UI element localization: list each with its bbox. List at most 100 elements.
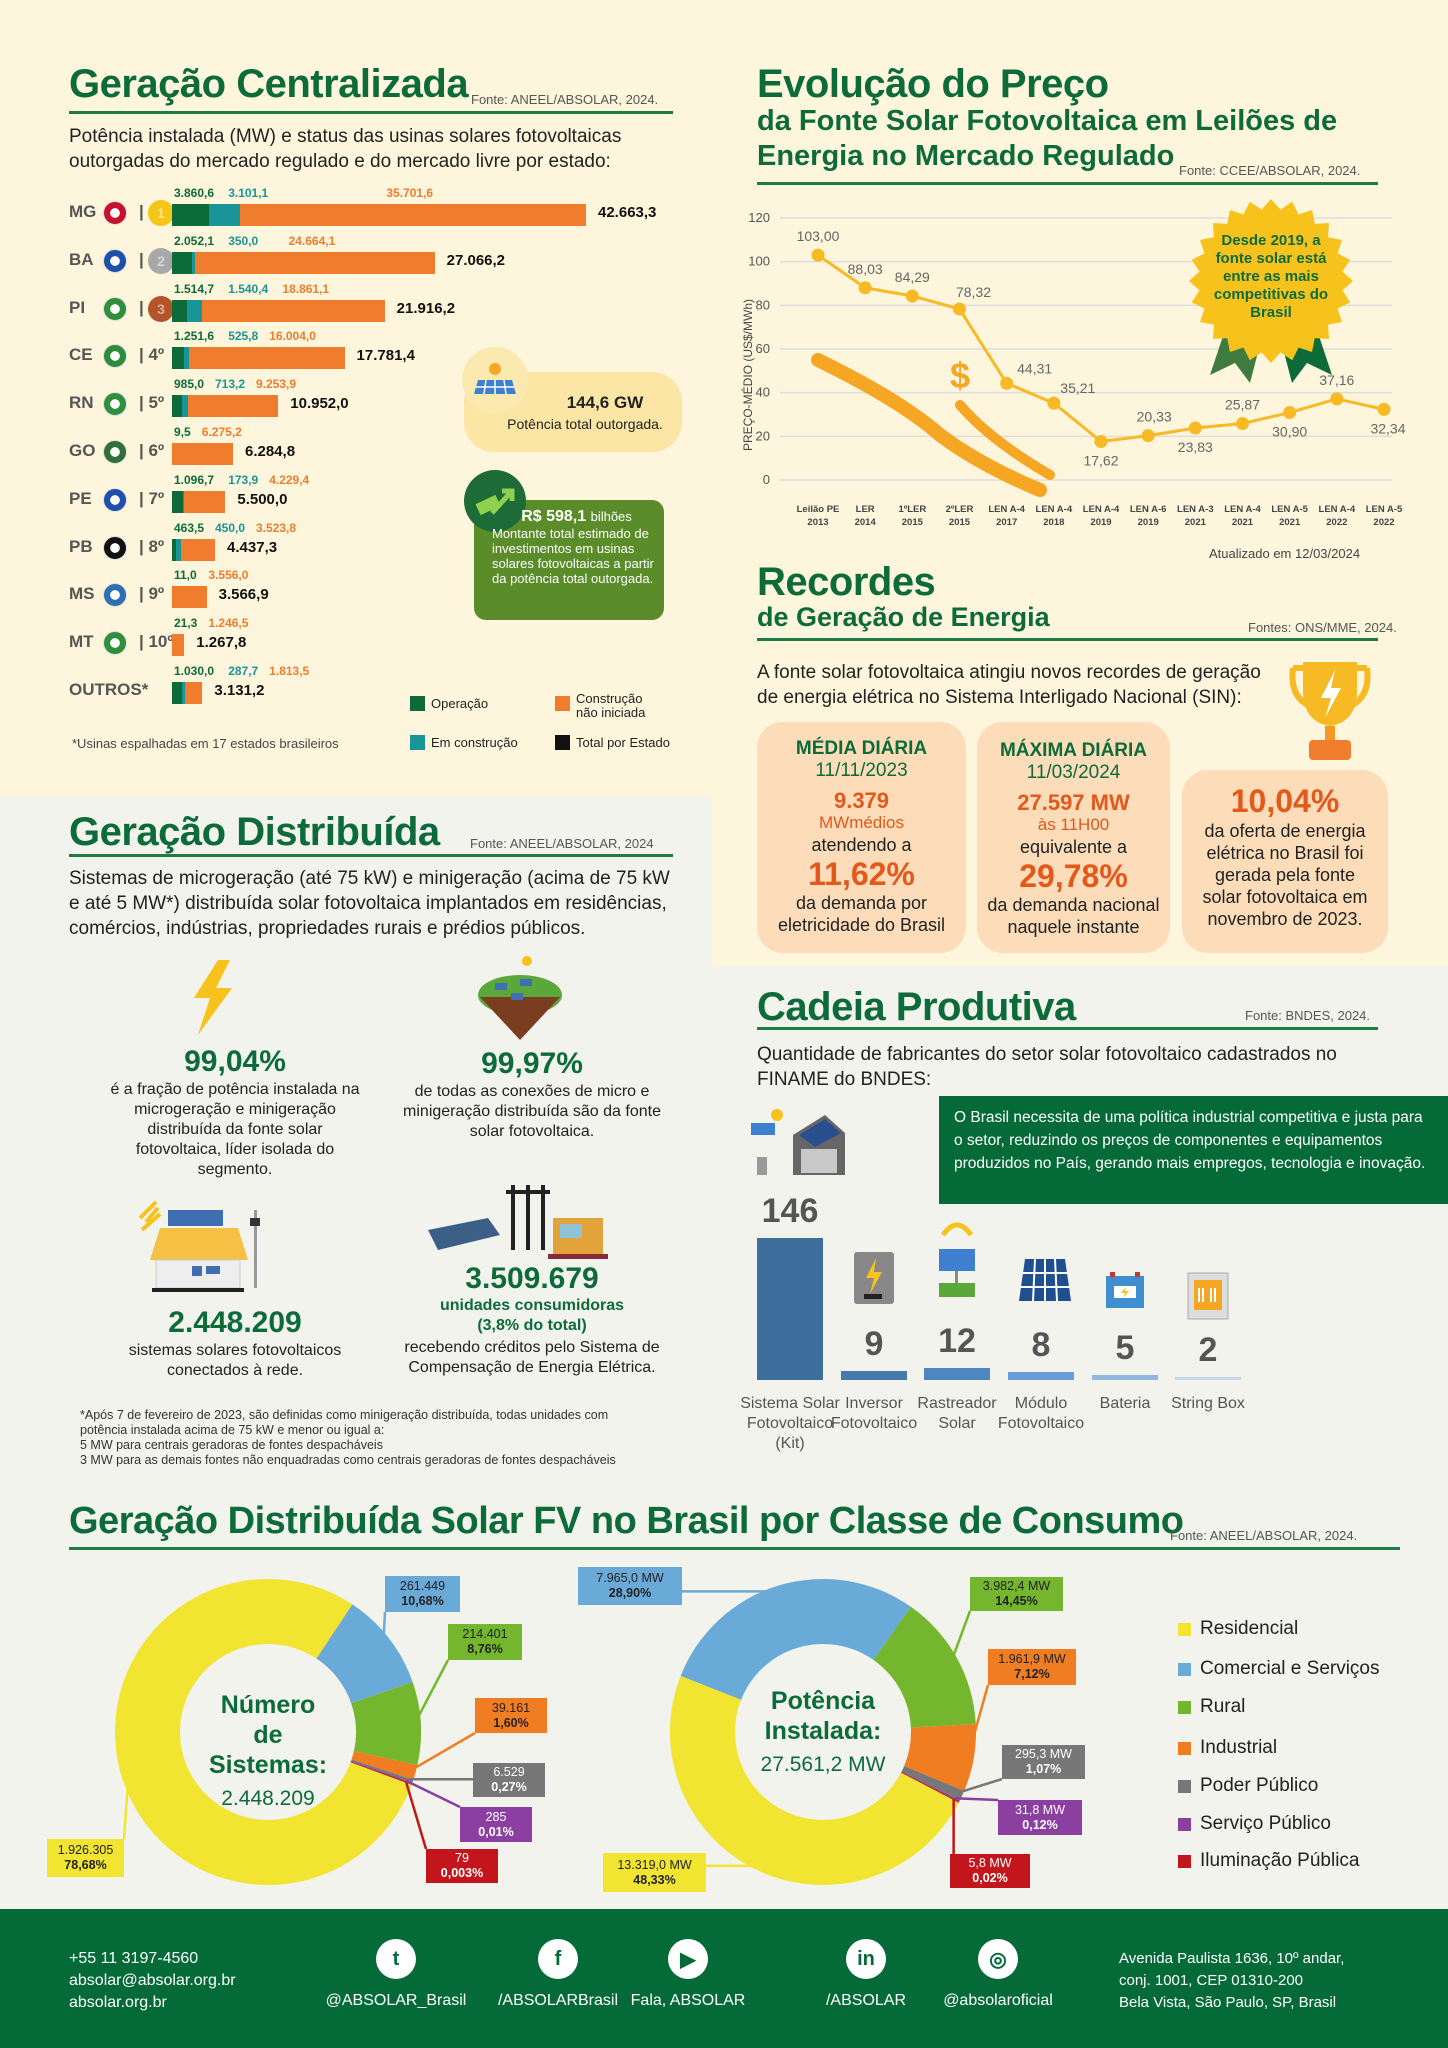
legend-item: Comercial e Serviços [1178,1658,1380,1680]
state-label: MG [69,202,97,221]
manufacturer-count: 8 [1031,1326,1051,1365]
price-value-label: 78,32 [956,284,991,300]
bar-value-label: 287,7 [228,664,259,678]
bar-value-label: 173,9 [228,472,259,487]
legend-item: Rural [1178,1696,1245,1718]
x-tick-label: 2022 [1373,517,1394,528]
x-tick-label: LEN A-4 [1224,504,1261,515]
card-value: 27.597 MW [1017,790,1130,815]
donut-value-label: 13.319,0 MW 48,33% [603,1853,706,1892]
state-rank: | 6º [139,441,165,460]
donut-slice [669,1675,959,1886]
donut-slice [680,1579,911,1701]
bar-value-label: 24.664,1 [288,233,336,248]
social-handle-link[interactable]: /ABSOLARBrasil [497,1992,619,2009]
leader-line [122,1777,130,1840]
price-value-label: 37,16 [1319,372,1354,388]
distribuida-source: Fonte: ANEEL/ABSOLAR, 2024 [470,836,654,851]
slice-percent: 0,12% [1022,1817,1058,1832]
donut-value-label: 285 0,01% [460,1807,532,1842]
donut-slice [351,1682,421,1766]
investment-value: R$ 598,1 bilhões [494,508,659,526]
youtube-icon[interactable]: ▶ [668,1939,708,1979]
twitter-icon[interactable]: t [376,1939,416,1979]
bar-value-label: 3.860,6 [174,186,215,200]
manufacturer-bar [1092,1375,1158,1380]
phone-link[interactable]: +55 11 3197-4560 [69,1950,199,1967]
slice-value: 7.965,0 MW [596,1571,664,1585]
state-label: CE [69,345,93,365]
manufacturer-bar [1008,1372,1074,1380]
preco-title: Evolução do Preço [757,62,1109,106]
bar-segment-nao-iniciada [188,395,279,418]
recordes-source: Fontes: ONS/MME, 2024. [1248,620,1397,635]
slice-percent: 0,003% [440,1866,484,1880]
instagram-icon[interactable]: ◎ [978,1939,1018,1979]
social-handle-link[interactable]: Fala, ABSOLAR [630,1992,746,2009]
price-point [1377,402,1391,416]
legend-swatch [410,696,425,711]
x-tick-label: 2014 [855,517,877,528]
email-link[interactable]: absolar@absolar.org.br [69,1972,236,1989]
card-text: da oferta de energia elétrica no Brasil … [1202,821,1368,929]
price-value-label: 20,33 [1137,409,1172,425]
x-tick-label: LEN A-5 [1366,504,1403,515]
y-tick-label: 80 [756,297,770,312]
bar-value-label: 525,8 [228,329,259,344]
price-value-label: 44,31 [1017,360,1052,376]
x-tick-label: 2017 [996,517,1017,528]
social-handle-link[interactable]: @absolaroficial [943,1992,1053,2009]
legend-label: Construção não iniciada [576,691,646,720]
legend-label: Residencial [1200,1618,1299,1639]
x-tick-label: 2022 [1326,517,1347,528]
state-label: MS [69,584,95,604]
rank-medal-icon: 2 [148,247,174,274]
cadeia-title: Cadeia Produtiva [757,985,1076,1029]
website-link[interactable]: absolar.org.br [69,1994,167,2011]
leader-line [956,1777,1003,1795]
social-handle-link[interactable]: /ABSOLAR [825,1992,907,2009]
y-tick-label: 20 [756,428,770,443]
legend-swatch [555,696,570,711]
bar-value-label: 3.101,1 [228,186,269,200]
bar-value-label: 1.030,0 [174,664,215,678]
slice-value: 31,8 MW [1014,1802,1065,1817]
bar-segment-em-construcao [181,682,185,704]
legend-item: Serviço Público [1178,1813,1331,1835]
record-oferta-card: 10,04% da oferta de energia elétrica no … [1182,770,1388,953]
state-label: GO [69,441,96,460]
bar-value-label: 16.004,0 [269,329,316,344]
slice-value: 295,3 MW [1015,1747,1072,1761]
price-point [1141,429,1155,443]
bar-value-label: 11,0 [174,568,197,583]
bar-total-label: 17.781,4 [356,347,415,365]
manufacturer-count: 5 [1115,1329,1135,1368]
price-value-label: 103,00 [797,228,840,244]
divider [69,1547,1400,1550]
x-tick-label: 2019 [1138,517,1159,528]
manufacturer-bar [924,1368,990,1380]
legend-operacao: Operação [410,696,488,711]
price-value-label: 23,83 [1178,439,1213,455]
preco-subtitle-1: da Fonte Solar Fotovoltaica em Leilões d… [757,105,1338,137]
slice-percent: 8,76% [467,1642,503,1656]
donut-sistemas-center: Número de Sistemas: 2.448.209 [168,1690,368,1814]
linkedin-icon[interactable]: in [846,1939,886,1979]
donut-slice [351,1759,414,1783]
bar-segment-nao-iniciada [184,682,203,704]
state-label: PI [69,297,86,317]
footer-contacts: +55 11 3197-4560 absolar@absolar.org.br … [69,1948,236,2014]
facebook-icon[interactable]: f [538,1939,578,1979]
donut-slice [901,1771,960,1802]
social-handle-link[interactable]: @ABSOLAR_Brasil [325,1992,467,2009]
card-date: 11/11/2023 [815,760,908,781]
bar-value-label: 9,5 [174,425,191,439]
money-growth-icon [464,470,526,532]
bar-total-label: 5.500,0 [237,490,288,508]
rank-separator: | [139,249,144,269]
footnote-line: potência instalada acima de 75 kW e meno… [80,1423,385,1437]
manufacturer-category: Módulo Fotovoltaico [997,1395,1085,1432]
bar-segment-em-construcao [184,347,190,370]
x-tick-label: LEN A-4 [1036,504,1073,515]
state-label: BA [69,249,94,269]
